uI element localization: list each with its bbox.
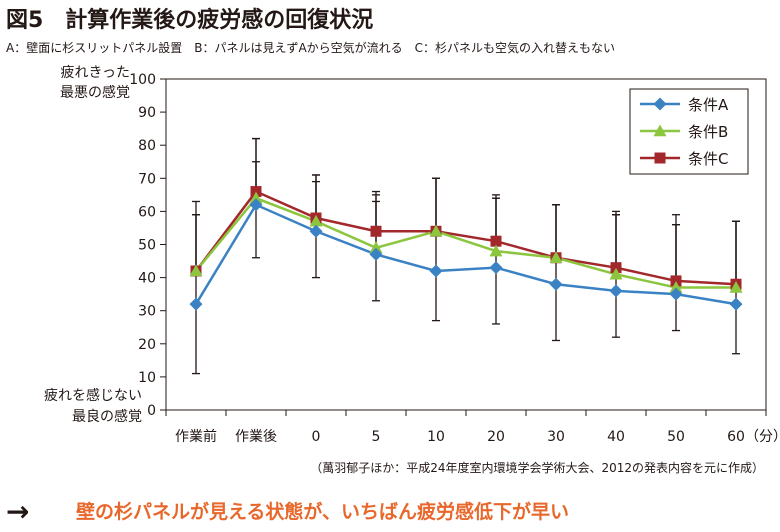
y-tick-label: 80 [138,138,156,154]
conclusion-text: 壁の杉パネルが見える状態が、いちばん疲労感低下が早い [76,500,569,523]
y-axis-top-label: 疲れきった 最悪の感覚 [60,64,130,101]
y-tick-label: 50 [138,238,156,254]
legend-marker-条件A [653,97,667,111]
x-tick-label: 0 [312,429,321,445]
point-条件A-8 [669,287,683,301]
series-layer [189,186,743,311]
x-tick-label: 作業前 [175,428,217,445]
point-条件B-2 [309,214,323,227]
point-条件C-1 [250,186,262,198]
point-条件B-9 [729,281,743,293]
legend-label: 条件A [688,96,729,114]
conclusion-arrow: → [6,495,29,528]
legend-marker-条件C [654,152,666,164]
x-tick-label: 40 [607,429,625,445]
point-条件A-5 [489,261,503,275]
x-tick-label: 5 [372,429,381,445]
point-条件C-8 [670,275,682,287]
legend-marker-条件B [653,124,667,137]
y-tick-label: 20 [138,337,156,353]
y-tick-label: 0 [147,403,156,419]
x-tick-label: 作業後 [235,429,277,445]
point-条件A-0 [189,297,203,311]
y-top-label-line2: 最悪の感覚 [60,84,130,101]
x-tick-label: 10 [427,429,445,445]
y-tick-label: 60 [138,204,156,220]
point-条件A-1 [249,198,263,212]
y-bottom-label-line2: 最良の感覚 [72,408,142,425]
point-条件B-4 [429,224,443,237]
point-条件A-3 [369,247,383,261]
conditions-note: A：壁面に杉スリットパネル設置 B：パネルは見えずAから空気が流れる C：杉パネ… [6,40,615,55]
point-条件A-9 [729,297,743,311]
series-line-条件A [194,203,737,306]
figure-title: 図5 計算作業後の疲労感の回復状況 [6,7,373,33]
y-tick-label: 40 [138,271,156,287]
legend-label: 条件C [688,150,728,168]
point-条件C-5 [490,235,502,247]
point-条件B-7 [609,267,623,280]
y-axis: 0 10 20 30 40 50 60 70 80 90 100 [129,72,166,419]
x-axis: 作業前 作業後 0 5 10 20 30 40 50 60 [165,410,767,445]
legend-label: 条件B [688,123,728,141]
point-条件C-3 [370,225,382,237]
x-tick-label: 30 [547,429,565,445]
point-条件A-7 [609,284,623,298]
point-条件A-2 [309,224,323,238]
point-条件A-4 [429,264,443,278]
point-条件A-6 [549,277,563,291]
y-tick-label: 100 [129,72,156,88]
point-条件B-3 [369,241,383,254]
point-条件B-5 [489,244,503,257]
series-line-条件C [195,189,737,286]
y-tick-label: 10 [138,370,156,386]
point-条件C-7 [610,262,622,274]
y-tick-label: 70 [138,171,156,187]
point-条件B-6 [549,251,563,263]
y-tick-label: 30 [138,304,156,320]
legend: 条件A 条件B 条件C [629,88,749,175]
y-axis-bottom-label: 疲れを感じない 最良の感覚 [44,387,142,425]
point-条件B-0 [189,264,203,277]
series-line-条件B [195,196,736,289]
point-条件B-8 [669,281,683,293]
y-tick-label: 90 [138,105,156,121]
source-note: （萬羽郁子ほか：平成24年度室内環境学会学術大会、2012の発表内容を元に作成） [310,460,764,475]
y-top-label-line1: 疲れきった [61,64,130,81]
x-tick-label: 60 [727,429,745,445]
x-axis-unit: （分） [745,429,780,445]
point-条件B-1 [249,191,263,204]
x-tick-label: 20 [487,429,505,445]
y-bottom-label-line1: 疲れを感じない [44,387,142,404]
x-tick-label: 50 [667,429,685,445]
